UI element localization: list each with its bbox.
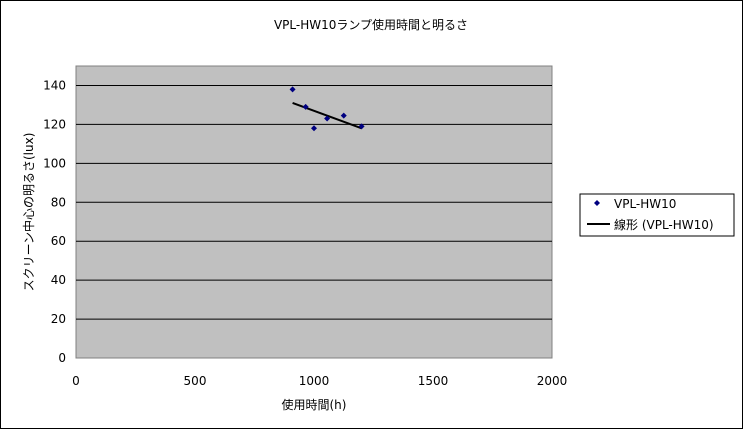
y-tick-label: 60 — [51, 234, 66, 248]
gridlines — [76, 84, 552, 320]
x-tick-label: 1500 — [418, 374, 449, 388]
data-point — [358, 123, 365, 130]
x-tick-label: 2000 — [537, 374, 568, 388]
data-points — [289, 86, 365, 132]
legend-diamond-icon — [594, 200, 600, 206]
x-tick-label: 1000 — [299, 374, 330, 388]
y-tick-label: 40 — [51, 273, 66, 287]
x-axis-label: 使用時間(h) — [282, 397, 347, 412]
y-tick-label: 0 — [58, 351, 66, 365]
x-tick-label: 0 — [72, 374, 80, 388]
chart-title: VPL-HW10ランプ使用時間と明るさ — [274, 17, 468, 32]
y-tick-label: 80 — [51, 195, 66, 209]
legend: VPL-HW10 線形 (VPL-HW10) — [579, 193, 735, 237]
y-tick-label: 120 — [43, 117, 66, 131]
data-point — [302, 103, 309, 110]
data-point — [340, 112, 347, 119]
y-tick-label: 140 — [43, 78, 66, 92]
x-tick-label: 500 — [184, 374, 207, 388]
y-tick-label: 100 — [43, 156, 66, 170]
y-tick-labels: 0 20 40 60 80 100 120 140 — [43, 78, 66, 365]
data-point — [289, 86, 296, 93]
legend-series-label: VPL-HW10 — [614, 197, 676, 211]
y-tick-label: 20 — [51, 312, 66, 326]
x-tick-labels: 0 500 1000 1500 2000 — [72, 374, 567, 388]
legend-box — [579, 193, 735, 237]
y-axis-label: スクリーン中心の明るさ(lux) — [21, 133, 36, 292]
legend-trendline-label: 線形 (VPL-HW10) — [614, 217, 714, 232]
data-point — [324, 115, 331, 122]
plot-area — [75, 65, 553, 359]
data-point — [311, 125, 317, 132]
